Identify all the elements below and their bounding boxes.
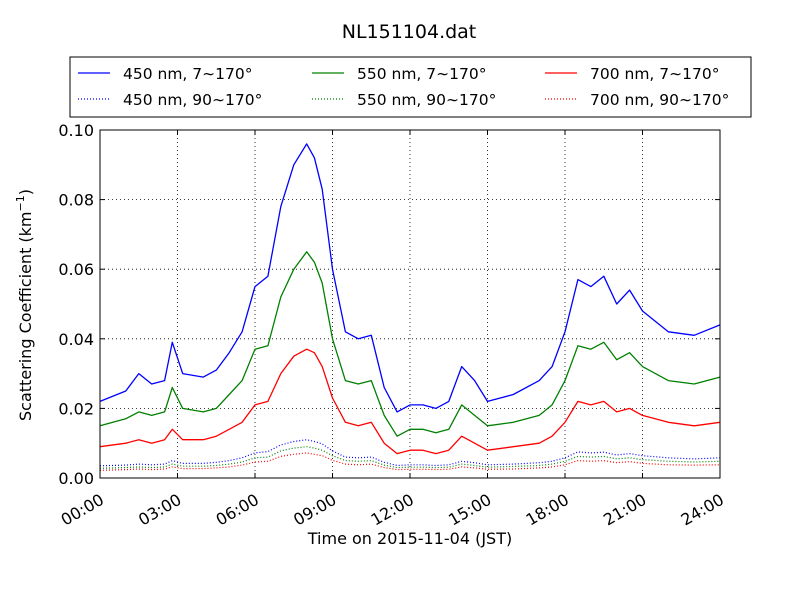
- y-axis-label-exponent: −1: [14, 195, 27, 211]
- series-layer: [99, 143, 721, 471]
- y-axis-label: Scattering Coefficient (km−1): [14, 189, 35, 421]
- x-tick-label: 24:00: [678, 490, 727, 530]
- legend-label-5: 700 nm, 90∼170°: [590, 91, 729, 109]
- series-line-5: [99, 452, 721, 471]
- x-tick-label: 12:00: [368, 490, 417, 530]
- y-tick-label: 0.08: [58, 191, 94, 210]
- y-tick-label: 0.06: [58, 260, 94, 279]
- x-tick-label: 03:00: [135, 490, 184, 530]
- y-tick-label: 0.10: [58, 121, 94, 140]
- legend-label-0: 450 nm, 7∼170°: [123, 65, 252, 83]
- y-axis-label-main: Scattering Coefficient (km: [16, 211, 35, 421]
- x-tick-label: 09:00: [290, 490, 339, 530]
- grid-lines: [100, 130, 720, 478]
- series-line-0: [99, 143, 721, 413]
- legend-label-4: 550 nm, 90∼170°: [357, 91, 496, 109]
- series-line-1: [99, 251, 721, 437]
- y-tick-label: 0.02: [58, 399, 94, 418]
- y-tick-label: 0.04: [58, 330, 94, 349]
- y-tick-label: 0.00: [58, 469, 94, 488]
- x-tick-label: 00:00: [58, 490, 107, 530]
- x-tick-label: 15:00: [445, 490, 494, 530]
- legend-label-1: 550 nm, 7∼170°: [357, 65, 486, 83]
- x-tick-label: 21:00: [600, 490, 649, 530]
- legend-label-3: 450 nm, 90∼170°: [123, 91, 262, 109]
- legend-label-2: 700 nm, 7∼170°: [590, 65, 719, 83]
- x-tick-label: 06:00: [213, 490, 262, 530]
- x-axis-label: Time on 2015-11-04 (JST): [307, 529, 512, 548]
- y-axis-label-end: ): [16, 189, 35, 195]
- x-tick-label: 18:00: [523, 490, 572, 530]
- legend: 450 nm, 7∼170° 550 nm, 7∼170° 700 nm, 7∼17…: [69, 56, 752, 118]
- series-line-3: [99, 439, 721, 467]
- series-line-2: [99, 348, 721, 455]
- chart-title: NL151104.dat: [342, 21, 477, 43]
- legend-frame: [69, 56, 752, 118]
- plot-area: 00:00 03:00 06:00 09:00 12:00 15:00 18:00 21:00…: [58, 121, 727, 529]
